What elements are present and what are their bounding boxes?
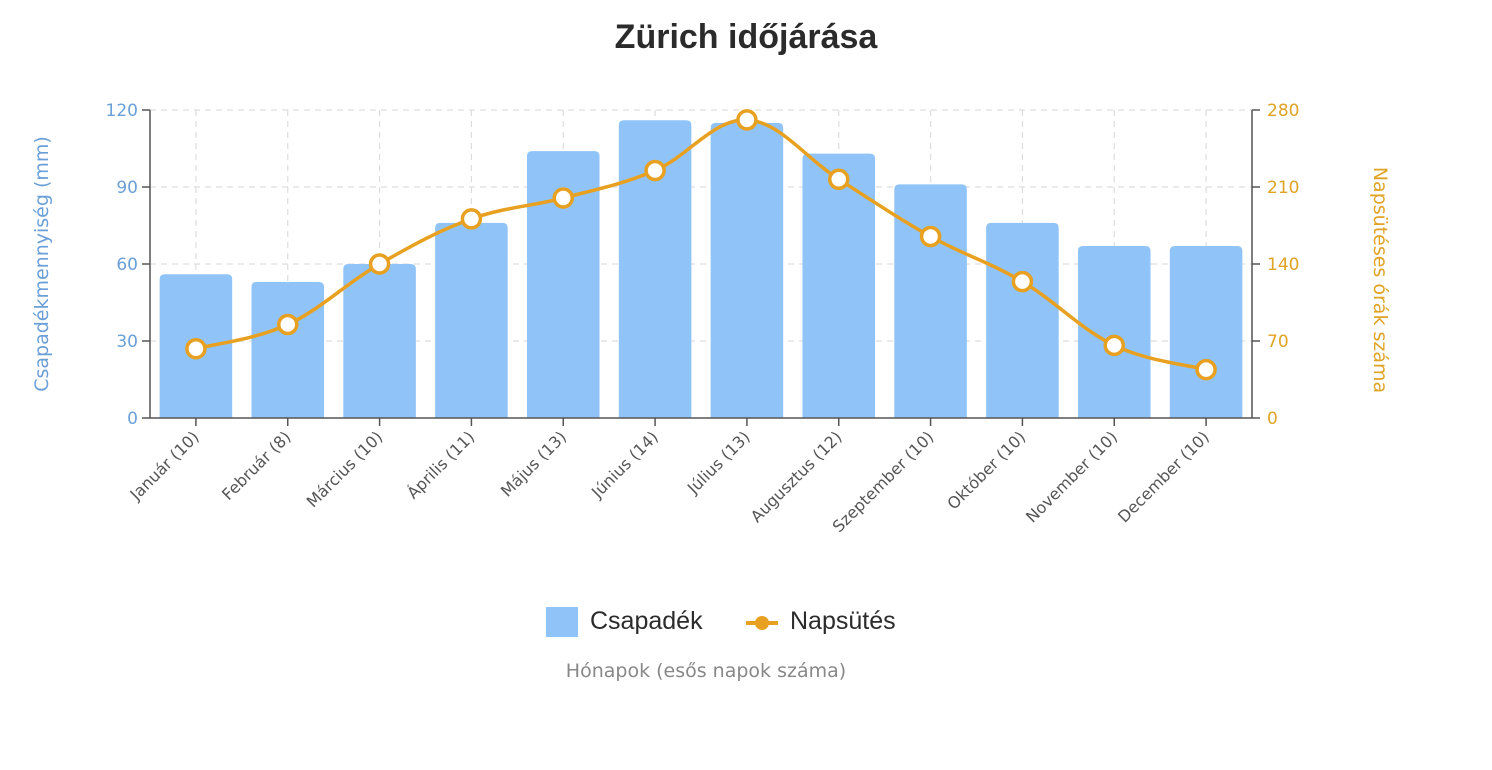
bar[interactable]	[710, 122, 784, 418]
x-tick-label: Március (10)	[303, 427, 387, 511]
legend-label: Napsütés	[790, 607, 896, 635]
line-point[interactable]	[368, 253, 391, 275]
x-tick-label: Október (10)	[943, 427, 1029, 513]
bar[interactable]	[1077, 246, 1151, 418]
left-tick-label: 0	[127, 409, 138, 429]
x-tick-label: Július (13)	[683, 427, 754, 498]
bar[interactable]	[435, 222, 508, 418]
sunshine-line	[185, 109, 1217, 381]
right-axis-ticks: 0 70 140 210 280	[1252, 101, 1299, 429]
x-axis-labels: Január (10) Február (8) Március (10) Áprili…	[126, 427, 1213, 536]
x-tick-label: November (10)	[1022, 427, 1121, 526]
line-point[interactable]	[919, 225, 942, 248]
right-tick-label: 0	[1267, 409, 1278, 429]
x-tick-label: Augusztus (12)	[747, 427, 846, 526]
line-point[interactable]	[828, 168, 850, 191]
bar[interactable]	[894, 184, 967, 418]
line-point[interactable]	[1103, 334, 1125, 357]
legend: Csapadék Napsütés	[546, 607, 896, 637]
right-tick-label: 280	[1267, 101, 1299, 121]
bar[interactable]	[802, 153, 876, 418]
left-axis-ticks: 0 30 60 90 120	[106, 101, 150, 429]
line-point[interactable]	[185, 337, 207, 360]
right-tick-label: 140	[1267, 255, 1299, 275]
bar[interactable]	[343, 264, 416, 418]
precipitation-bars	[159, 120, 1243, 419]
line-point[interactable]	[736, 109, 758, 131]
x-tick-label: Április (11)	[403, 427, 478, 502]
left-axis-title: Csapadékmennyiség (mm)	[31, 136, 53, 392]
right-tick-label: 70	[1267, 332, 1289, 352]
line-marker-icon	[755, 616, 769, 630]
line-point[interactable]	[552, 187, 574, 209]
x-tick-label: Június (14)	[587, 427, 662, 502]
right-tick-label: 210	[1267, 178, 1299, 198]
left-tick-label: 30	[116, 332, 138, 352]
right-axis-title: Napsütéses órák száma	[1369, 167, 1391, 393]
line-point[interactable]	[644, 159, 666, 182]
x-tick-label: Május (13)	[497, 427, 570, 500]
bar[interactable]	[986, 222, 1059, 418]
left-tick-label: 60	[116, 255, 138, 275]
bar[interactable]	[251, 281, 325, 418]
line-point[interactable]	[1011, 270, 1034, 293]
bar-swatch-icon	[546, 607, 578, 637]
bar[interactable]	[1169, 246, 1243, 418]
line-point[interactable]	[277, 313, 299, 336]
x-tick-label: Január (10)	[126, 427, 203, 504]
line-point[interactable]	[1195, 358, 1217, 381]
bar[interactable]	[526, 151, 600, 419]
legend-item-napsutes[interactable]: Napsütés	[746, 607, 896, 635]
line-point[interactable]	[460, 208, 483, 230]
legend-label: Csapadék	[590, 607, 703, 635]
x-tick-label: Február (8)	[218, 427, 295, 504]
bar[interactable]	[618, 120, 692, 419]
left-tick-label: 90	[116, 178, 138, 198]
x-tick-label: December (10)	[1114, 427, 1213, 526]
x-axis-title: Hónapok (esős napok száma)	[566, 660, 846, 682]
chart-title: Zürich időjárása	[615, 18, 879, 56]
x-tick-label: Szeptember (10)	[829, 427, 938, 536]
left-tick-label: 120	[106, 101, 138, 121]
legend-item-csapadek[interactable]: Csapadék	[546, 607, 703, 637]
